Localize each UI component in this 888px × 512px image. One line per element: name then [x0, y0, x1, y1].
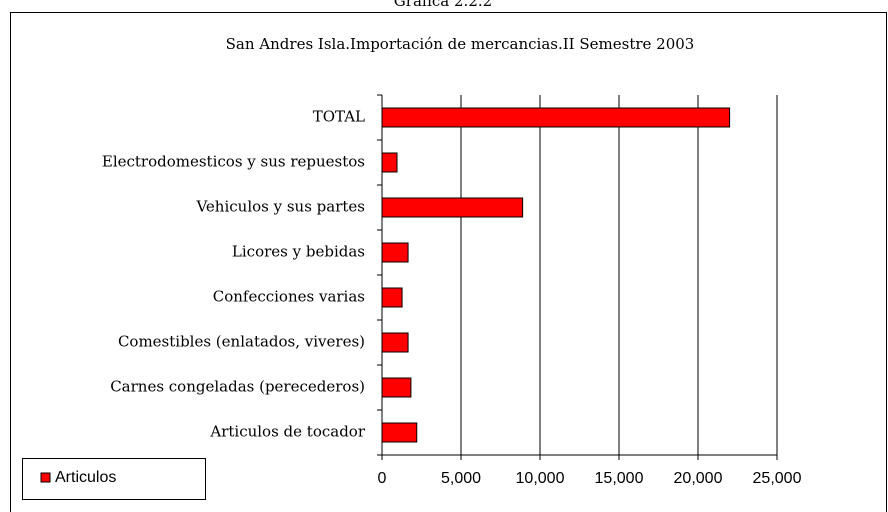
y-tick-label: TOTAL	[313, 108, 365, 126]
bar	[381, 107, 731, 128]
y-tick-label: Articulos de tocador	[209, 423, 365, 441]
bar	[381, 332, 409, 353]
y-tick-label: Comestibles (enlatados, viveres)	[118, 333, 365, 351]
y-tick-label: Electrodomesticos y sus repuestos	[102, 153, 365, 171]
x-tick-label: 0	[378, 470, 387, 487]
caption: Gráfica 2.2.2	[394, 0, 492, 10]
x-tick-label: 5,000	[441, 470, 481, 487]
legend-box	[22, 458, 206, 500]
x-tick-label: 25,000	[753, 470, 802, 487]
bar	[381, 377, 412, 398]
bar	[381, 287, 403, 308]
y-tick-label: Licores y bebidas	[232, 243, 365, 261]
y-tick-label: Carnes congeladas (perecederos)	[110, 378, 365, 396]
legend-swatch	[40, 472, 51, 483]
bar	[381, 152, 398, 173]
x-tick-label: 20,000	[674, 470, 723, 487]
y-tick-label: Vehiculos y sus partes	[195, 198, 365, 216]
chart-title: San Andres Isla.Importación de mercancia…	[226, 35, 695, 53]
x-tick-label: 15,000	[595, 470, 644, 487]
bar	[381, 197, 524, 218]
x-tick-label: 10,000	[516, 470, 565, 487]
bar	[381, 422, 418, 443]
bar	[381, 242, 409, 263]
y-tick-label: Confecciones varias	[213, 288, 365, 306]
legend-label: Articulos	[55, 469, 116, 486]
chart-border	[10, 12, 887, 512]
